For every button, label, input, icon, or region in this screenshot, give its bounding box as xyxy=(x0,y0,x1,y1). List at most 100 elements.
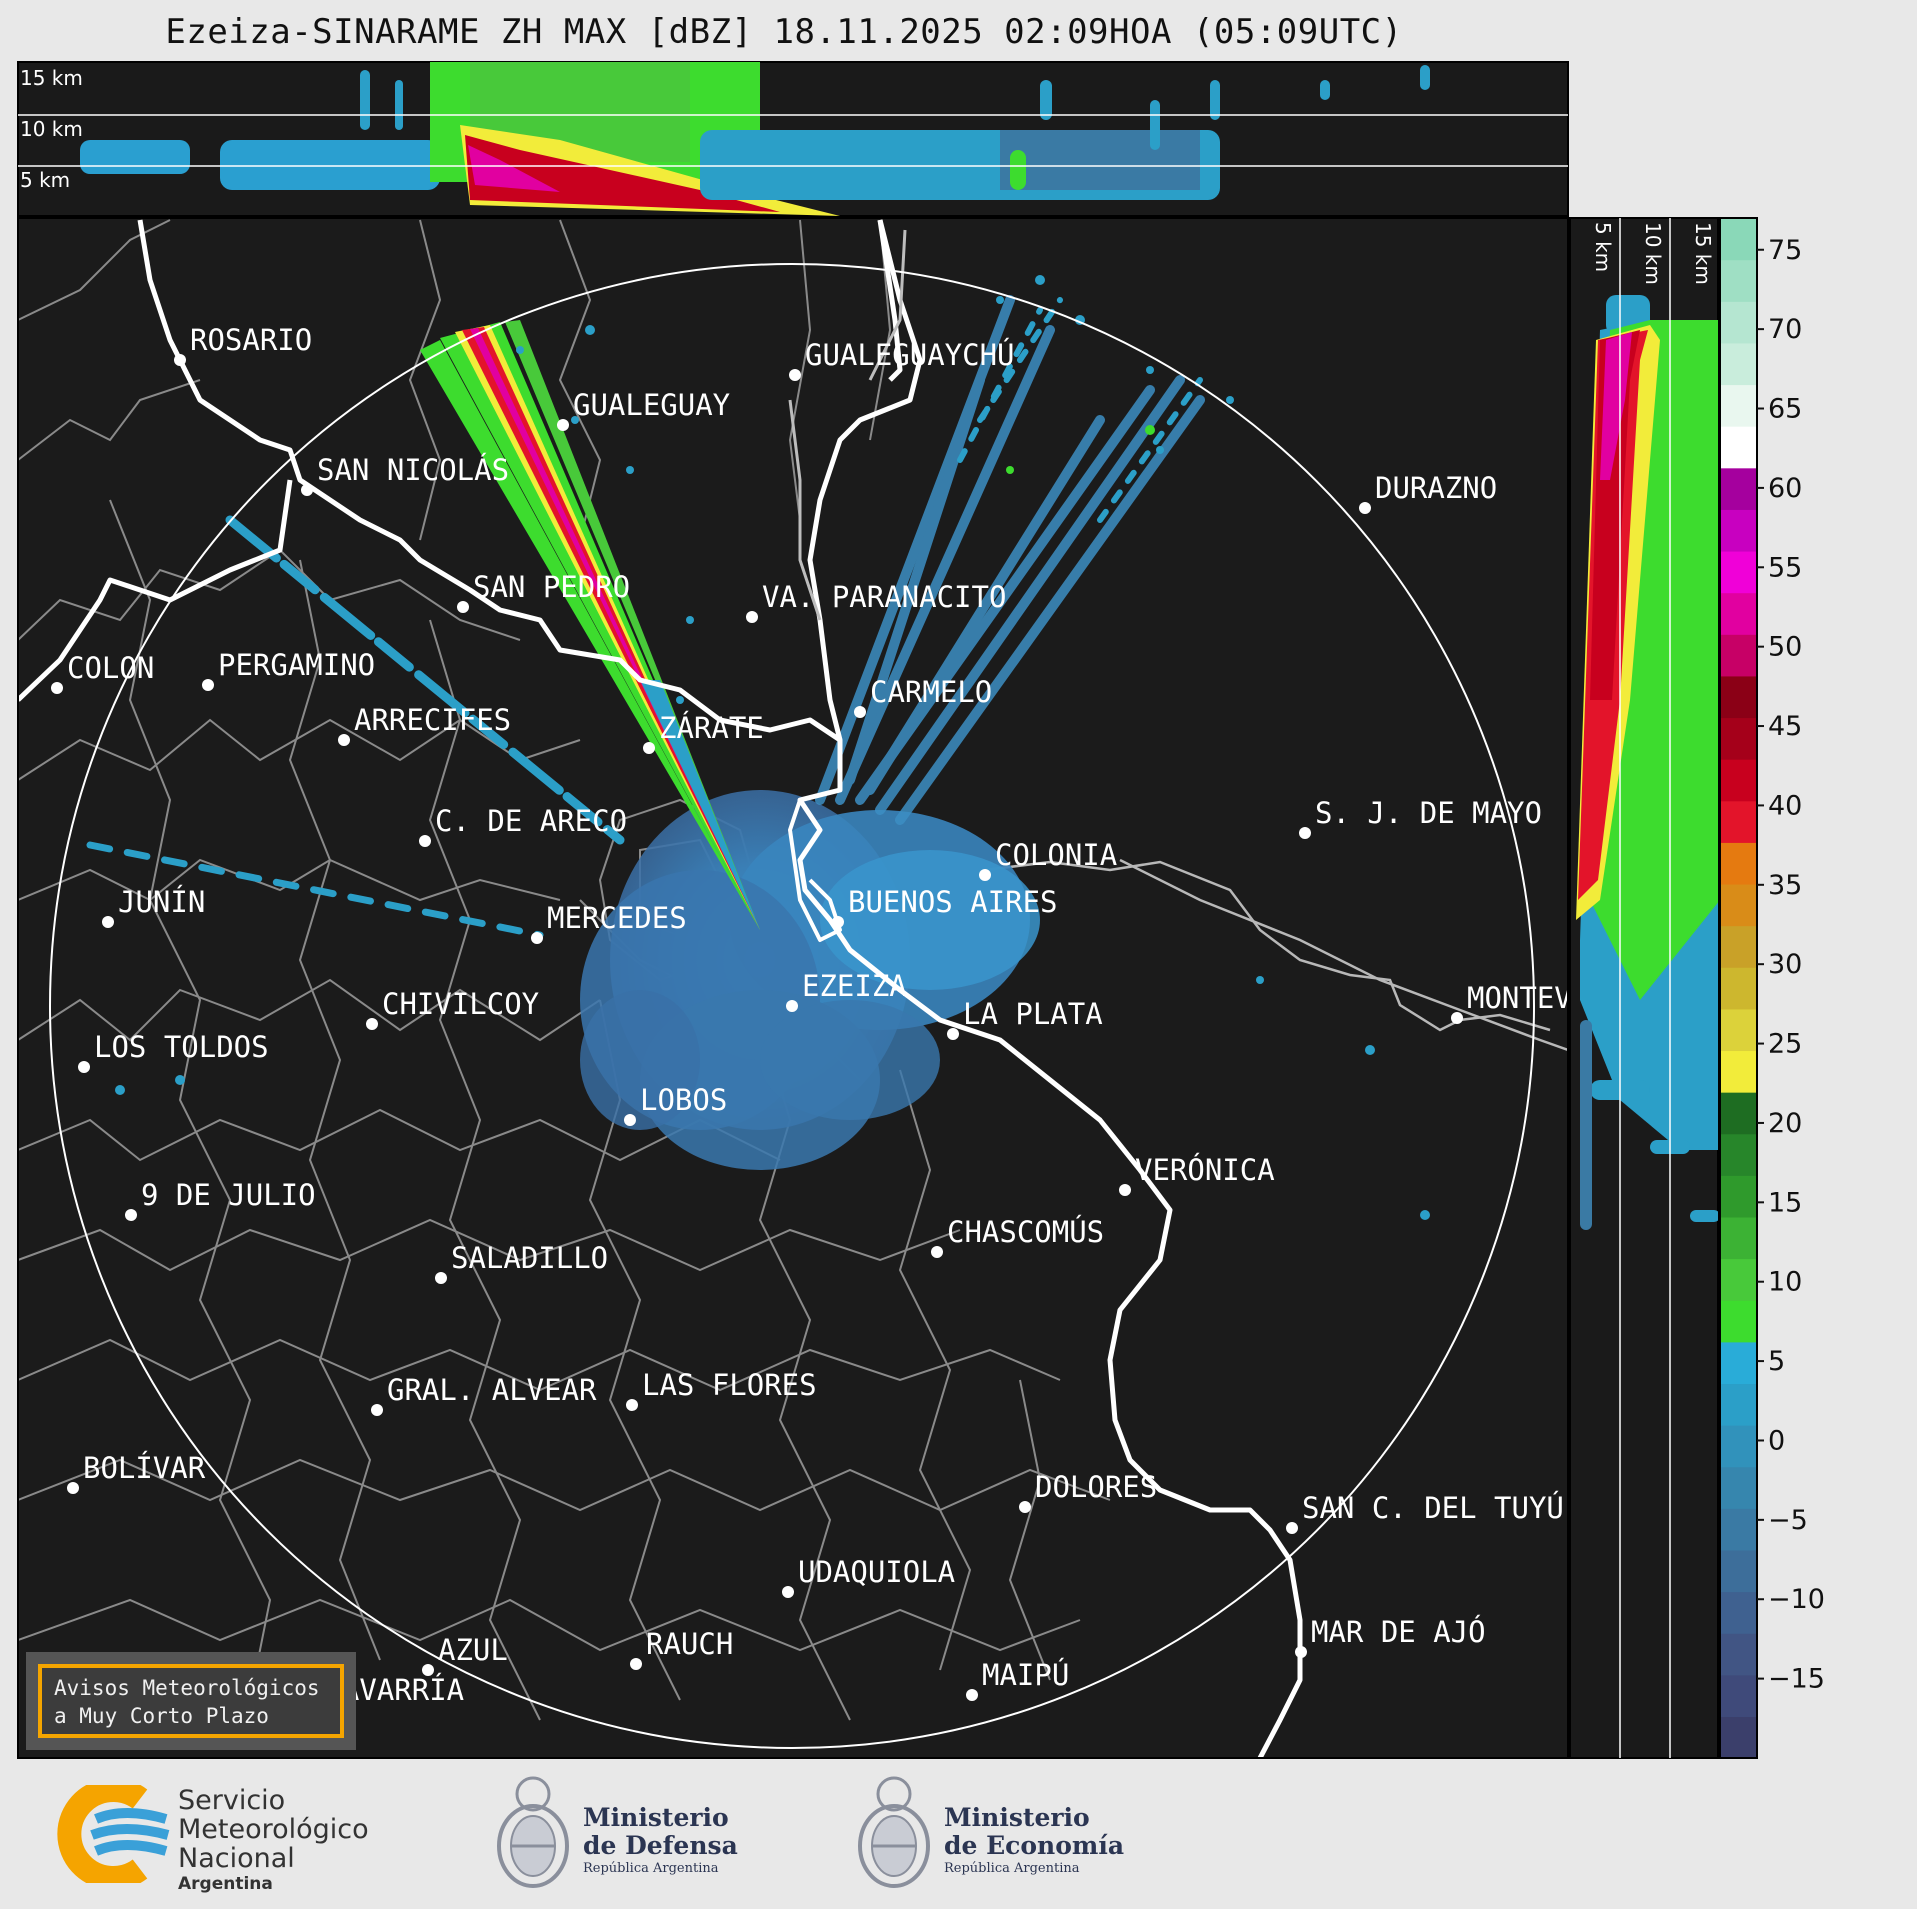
aviso-button[interactable]: Avisos Meteorológicos a Muy Corto Plazo xyxy=(38,1664,344,1738)
city-dot xyxy=(422,1664,434,1676)
colorbar-swatch xyxy=(1720,550,1757,594)
colorbar-swatch xyxy=(1720,1466,1757,1509)
city-dot xyxy=(966,1689,978,1701)
city-marker: MERCEDES xyxy=(531,901,687,944)
city-marker: PERGAMINO xyxy=(202,648,375,691)
city-marker: ZÁRATE xyxy=(643,711,764,754)
city-dot xyxy=(624,1114,636,1126)
colorbar-tick-label: 25 xyxy=(1768,1029,1802,1060)
city-dot xyxy=(366,1018,378,1030)
city-label: RAUCH xyxy=(646,1627,733,1661)
colorbar-tick-label: −10 xyxy=(1768,1584,1825,1615)
colorbar-swatch xyxy=(1720,1258,1757,1301)
city-dot xyxy=(786,1000,798,1012)
defensa-seal-icon xyxy=(497,1776,569,1888)
city-marker: GRAL. ALVEAR xyxy=(371,1373,597,1416)
city-label: ARRECIFES xyxy=(354,703,511,737)
colorbar-swatch xyxy=(1720,384,1757,427)
colorbar-swatch xyxy=(1720,634,1757,677)
colorbar-tick-label: 0 xyxy=(1768,1425,1785,1456)
colorbar-tick-label: 50 xyxy=(1768,632,1802,663)
colorbar-swatch xyxy=(1720,509,1757,552)
smn-line2: Meteorológico xyxy=(178,1814,369,1845)
city-label: PERGAMINO xyxy=(218,648,375,682)
colorbar-swatch xyxy=(1720,1674,1757,1717)
colorbar-swatch xyxy=(1720,1092,1757,1135)
colorbar-tick-label: −5 xyxy=(1768,1505,1808,1536)
city-marker: CHASCOMÚS xyxy=(931,1215,1104,1258)
city-label: LA PLATA xyxy=(963,997,1103,1031)
smn-line1: Servicio xyxy=(178,1785,286,1816)
city-marker: DURAZNO xyxy=(1359,471,1497,514)
city-marker: SAN NICOLÁS xyxy=(301,453,509,496)
city-marker: AZUL xyxy=(422,1633,508,1676)
city-marker: EZEIZA xyxy=(786,969,907,1012)
city-marker: CHIVILCOY xyxy=(366,987,539,1030)
city-label: SALADILLO xyxy=(451,1241,608,1275)
city-label: LAS FLORES xyxy=(642,1368,817,1402)
city-label: MERCEDES xyxy=(547,901,687,935)
colorbar-swatch xyxy=(1720,1175,1757,1218)
colorbar-swatch xyxy=(1720,675,1757,719)
city-label: CHASCOMÚS xyxy=(947,1215,1104,1249)
colorbar-swatch xyxy=(1720,1216,1757,1260)
city-marker: LOBOS xyxy=(624,1083,727,1126)
city-dot xyxy=(782,1586,794,1598)
city-labels: ROSARIO GUALEGUAYCHÚ GUALEGUAY SAN NICOLÁS D… xyxy=(51,323,1568,1716)
city-marker: MONTEVIDEO xyxy=(1451,981,1568,1024)
city-dot xyxy=(202,679,214,691)
city-label: C. DE ARECO xyxy=(435,804,627,838)
colorbar-swatch xyxy=(1720,883,1757,927)
colorbar-swatches xyxy=(1720,218,1757,1759)
colorbar-tick-label: 60 xyxy=(1768,473,1802,504)
economia-seal-icon xyxy=(858,1776,930,1888)
city-label: SAN NICOLÁS xyxy=(317,453,509,487)
city-dot xyxy=(435,1272,447,1284)
colorbar-swatch xyxy=(1720,426,1757,469)
colorbar-swatch xyxy=(1720,342,1757,386)
city-marker: 9 DE JULIO xyxy=(125,1178,316,1221)
colorbar-swatch xyxy=(1720,717,1757,760)
city-marker: LAS FLORES xyxy=(626,1368,817,1411)
aviso-line1: Avisos Meteorológicos xyxy=(54,1676,320,1700)
colorbar-swatch xyxy=(1720,1300,1757,1343)
colorbar-tick-label: 65 xyxy=(1768,394,1802,425)
city-marker: COLONIA xyxy=(979,838,1117,881)
city-marker: RAUCH xyxy=(630,1627,733,1670)
colorbar-swatch xyxy=(1720,1050,1757,1093)
city-marker: GUALEGUAY xyxy=(557,388,730,431)
colorbar-tick-label: 40 xyxy=(1768,790,1802,821)
city-dot xyxy=(371,1404,383,1416)
economia-name: Ministerio de Economía República Argenti… xyxy=(944,1804,1124,1878)
city-marker: COLON xyxy=(51,651,154,694)
defensa-line2: de Defensa xyxy=(583,1831,738,1860)
side-label-10km: 10 km xyxy=(1641,222,1665,285)
colorbar-swatch xyxy=(1720,800,1757,843)
city-dot xyxy=(1295,1646,1307,1658)
city-dot xyxy=(301,484,313,496)
chart-title: Ezeiza-SINARAME ZH MAX [dBZ] 18.11.2025 … xyxy=(165,12,1403,52)
colorbar-tick-label: 45 xyxy=(1768,711,1802,742)
aviso-line2: a Muy Corto Plazo xyxy=(54,1704,269,1728)
city-label: EZEIZA xyxy=(802,969,907,1003)
city-marker: S. J. DE MAYO xyxy=(1299,796,1542,839)
city-dot xyxy=(1119,1184,1131,1196)
colorbar-swatch xyxy=(1720,467,1757,510)
city-dot xyxy=(419,835,431,847)
colorbar-swatch xyxy=(1720,1591,1757,1634)
colorbar-swatch xyxy=(1720,1633,1757,1676)
city-dot xyxy=(746,611,758,623)
city-label: GUALEGUAYCHÚ xyxy=(805,338,1015,372)
city-dot xyxy=(931,1246,943,1258)
colorbar-tick-label: 20 xyxy=(1768,1108,1802,1139)
city-marker: DOLORES xyxy=(1019,1470,1157,1513)
city-dot xyxy=(626,1399,638,1411)
city-dot xyxy=(531,932,543,944)
colorbar-swatch xyxy=(1720,1008,1757,1052)
city-label: CHIVILCOY xyxy=(382,987,539,1021)
admin-boundaries xyxy=(18,219,1568,1721)
city-label: BUENOS AIRES xyxy=(848,885,1058,919)
colorbar-tick-label: 15 xyxy=(1768,1187,1802,1218)
colorbar-swatch xyxy=(1720,592,1757,635)
